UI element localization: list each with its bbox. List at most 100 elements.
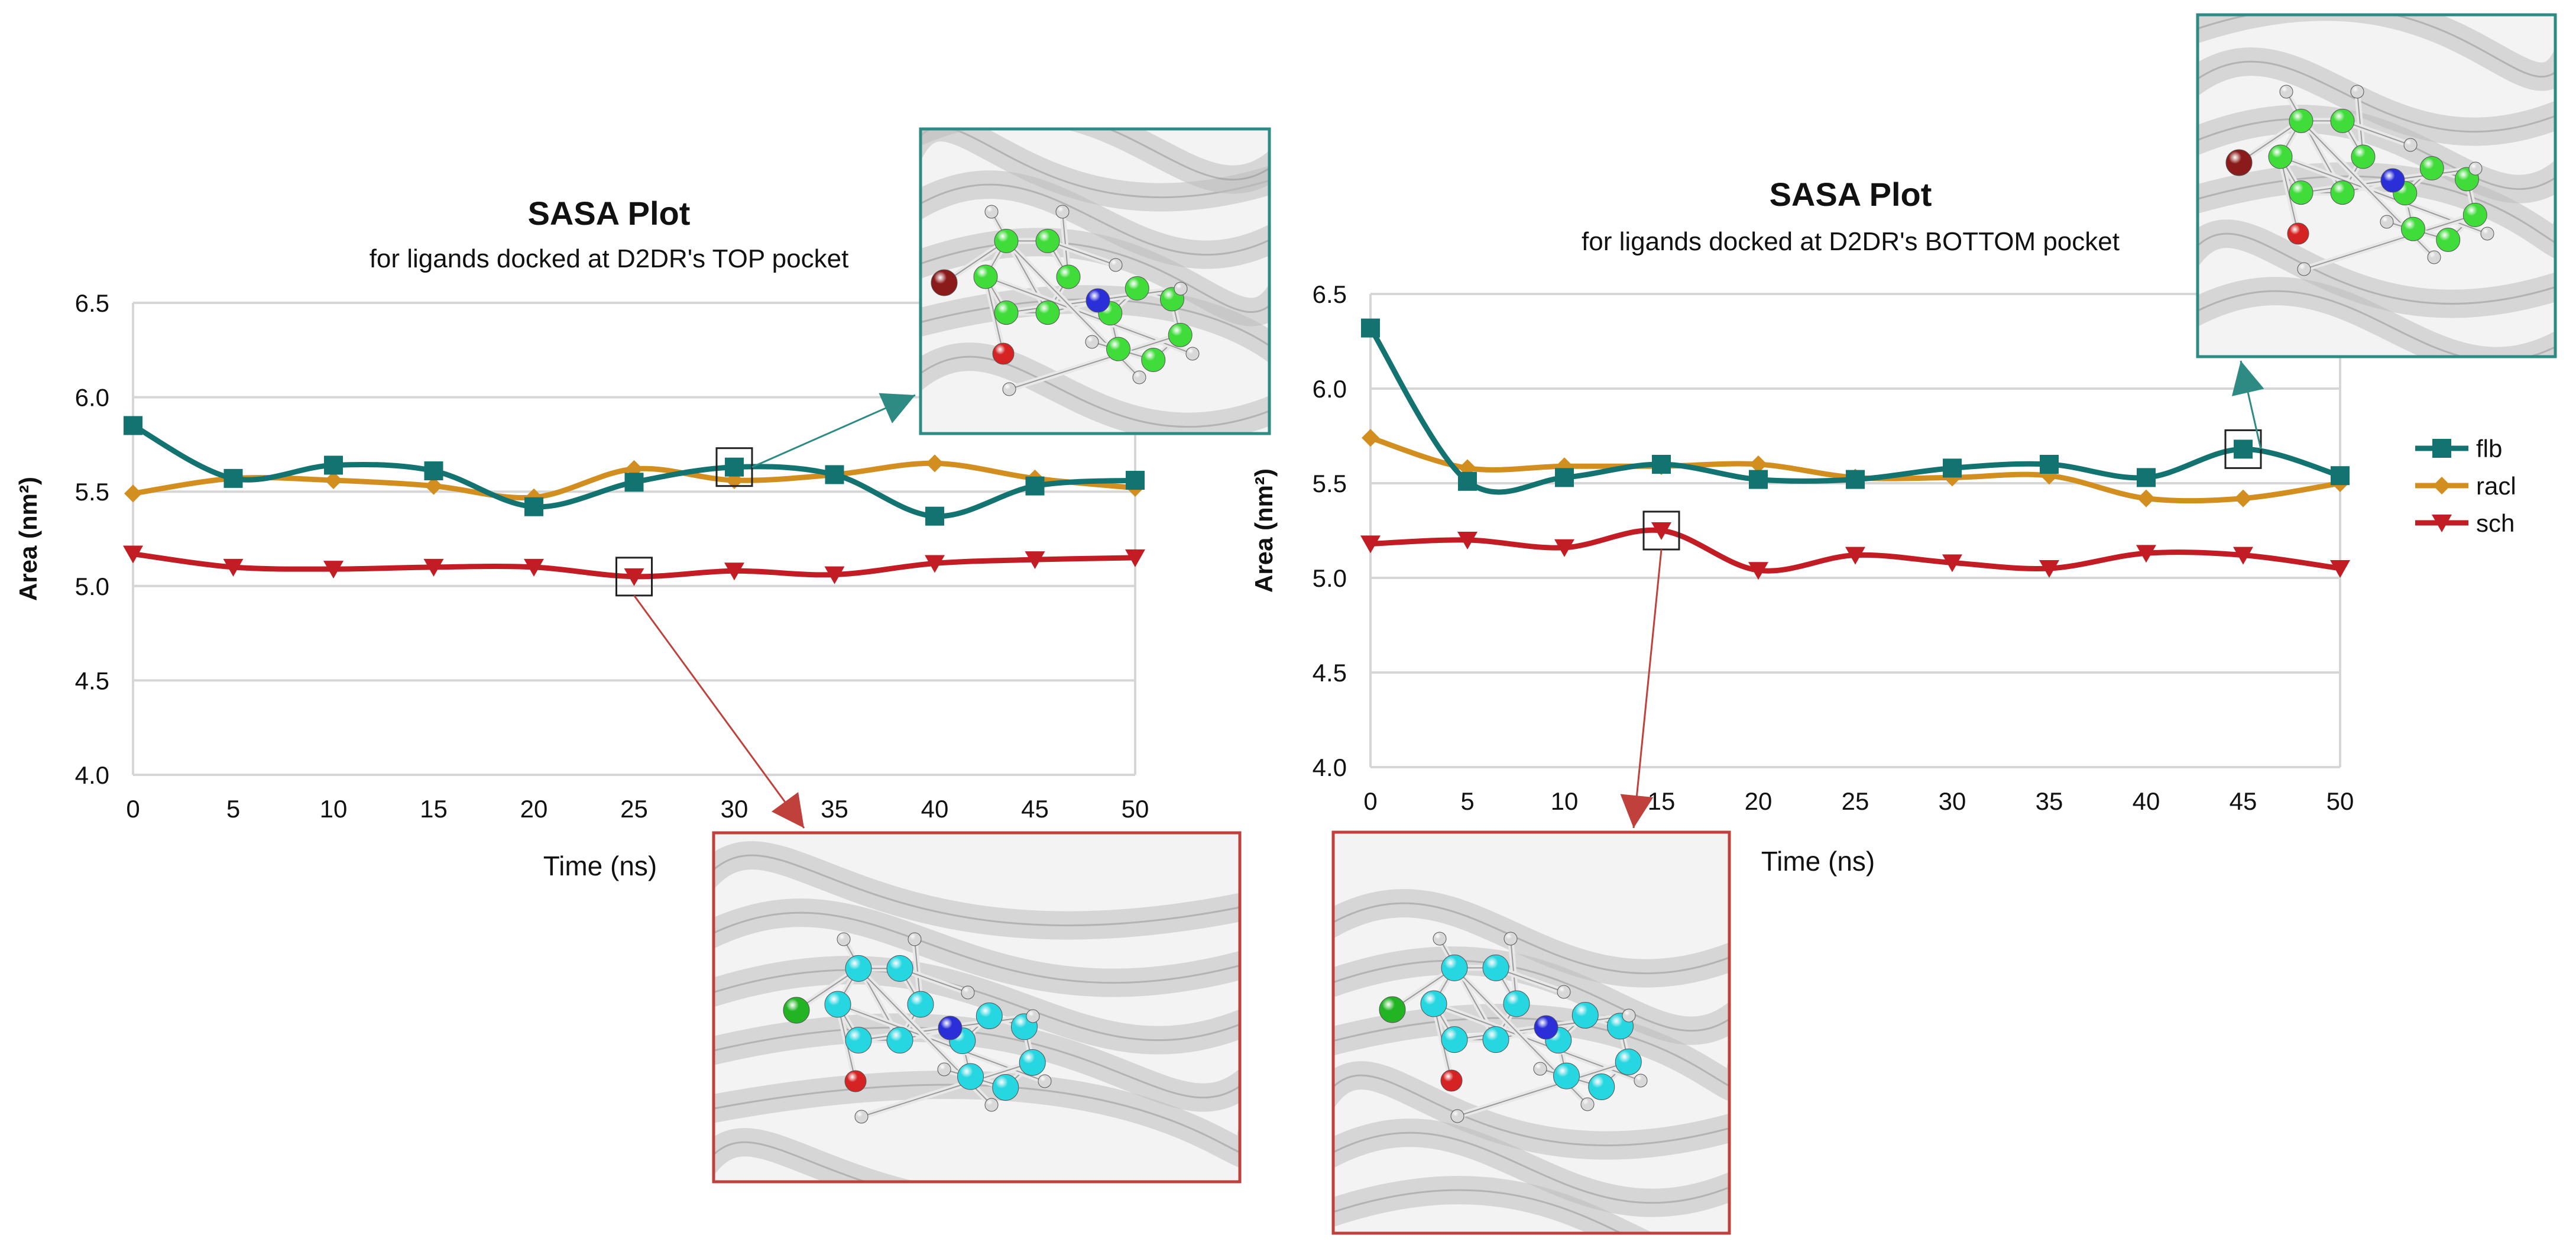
protein-ribbon-edge [921,183,1269,256]
data-point-sch [724,562,744,581]
legend-marker-racl [2433,477,2451,494]
atom [845,955,872,982]
sasa-chart-bottom-pocket: SASA Plot for ligands docked at D2DR's BO… [1250,176,2354,877]
data-point-sch [2233,547,2253,565]
x-axis-label: Time (ns) [1761,846,1875,877]
protein-ribbon-edge [714,854,1240,927]
protein-ribbon-edge [1333,1131,1729,1204]
protein-ribbon-edge [921,355,1269,428]
data-point-sch [824,566,845,584]
protein-ribbon-edge [1333,1074,1729,1147]
atom [1615,1048,1642,1075]
protein-ribbon-edge [714,969,1240,1042]
atom [2436,227,2461,252]
atom [1038,1074,1052,1088]
x-tick-label: 40 [921,795,949,823]
ligand-insets [633,13,2557,1235]
atom [1533,1062,1547,1076]
atom [994,228,1019,253]
atom [886,1027,913,1054]
atom [2330,108,2355,133]
atom [957,1063,984,1090]
inset-border [919,127,1271,435]
data-point-sch [1025,551,1045,570]
y-tick-label: 5.0 [1313,564,1347,592]
atom [1085,335,1099,349]
protein-ribbon-edge [2198,15,2555,78]
atom [973,264,998,289]
data-point-flb [2234,439,2253,459]
y-tick-label: 6.5 [75,289,109,317]
data-point-sch [1125,549,1145,567]
atom [994,300,1019,325]
data-point-flb [2137,468,2156,487]
atom [992,1074,1019,1101]
data-point-flb [424,461,443,481]
atom [2419,156,2444,181]
data-point-sch [2330,560,2350,578]
legend-marker-flb [2432,439,2451,458]
x-tick-label: 35 [2036,787,2063,815]
atom [1109,258,1123,272]
data-point-racl [926,454,944,473]
atom [1185,347,1200,361]
atom [1441,1026,1468,1053]
x-tick-label: 15 [420,795,448,823]
x-tick-label: 5 [1460,787,1474,815]
atom [2468,161,2483,176]
protein-ribbon-edge [1333,1017,1729,1087]
data-point-sch [1554,539,1574,557]
y-tick-label: 6.0 [75,384,109,412]
bond-edge [1457,1061,1629,1117]
atom [1132,370,1146,384]
x-tick-label: 30 [1939,787,1966,815]
y-tick-label: 4.0 [75,761,109,789]
atom [2287,222,2309,245]
atom [854,1110,869,1124]
data-point-flb [1943,458,1962,478]
protein-ribbon-edge [921,129,1269,180]
atom [2351,144,2376,169]
bond-edge [1009,334,1181,390]
chart-subtitle: for ligands docked at D2DR's BOTTOM pock… [1582,227,2120,256]
atom [2289,180,2313,205]
legend-label-racl: racl [2476,472,2516,500]
atom [1553,1062,1580,1089]
y-tick-label: 4.0 [1313,754,1347,781]
data-point-sch [2136,545,2156,563]
data-point-flb [1652,455,1671,474]
atom [1580,1097,1595,1111]
data-point-sch [1651,522,1671,540]
chart-subtitle: for ligands docked at D2DR's TOP pocket [370,244,849,273]
atom [2268,144,2293,169]
data-point-sch [1748,562,1768,580]
atom [984,1098,999,1112]
x-tick-label: 50 [2326,787,2354,815]
data-point-sch [1845,547,1865,565]
y-tick-label: 6.0 [1313,375,1347,403]
protein-ribbon-edge [2198,60,2555,133]
atom [1174,282,1188,296]
atom [1002,382,1016,396]
protein-ribbon-edge [714,911,1240,984]
connector-arrowhead [771,792,804,828]
inset-border [2196,13,2557,358]
y-tick-label: 5.5 [1313,470,1347,497]
atom [1086,288,1110,313]
x-tick-label: 10 [1551,787,1579,815]
data-point-flb [2331,466,2350,486]
legend-label-flb: flb [2476,435,2502,463]
atom [1534,1015,1558,1040]
data-point-sch [1457,532,1477,549]
atom [1504,932,1518,946]
data-point-flb [1555,468,1574,487]
inset-sch-top [633,594,1242,1184]
data-point-flb [624,473,644,492]
protein-ribbon-edge [714,1084,1240,1154]
data-point-flb [1361,318,1380,338]
atom [1571,1002,1599,1029]
atom [1026,1009,1040,1023]
atom [2279,85,2293,99]
x-tick-label: 50 [1122,795,1149,823]
data-point-flb [223,468,243,488]
